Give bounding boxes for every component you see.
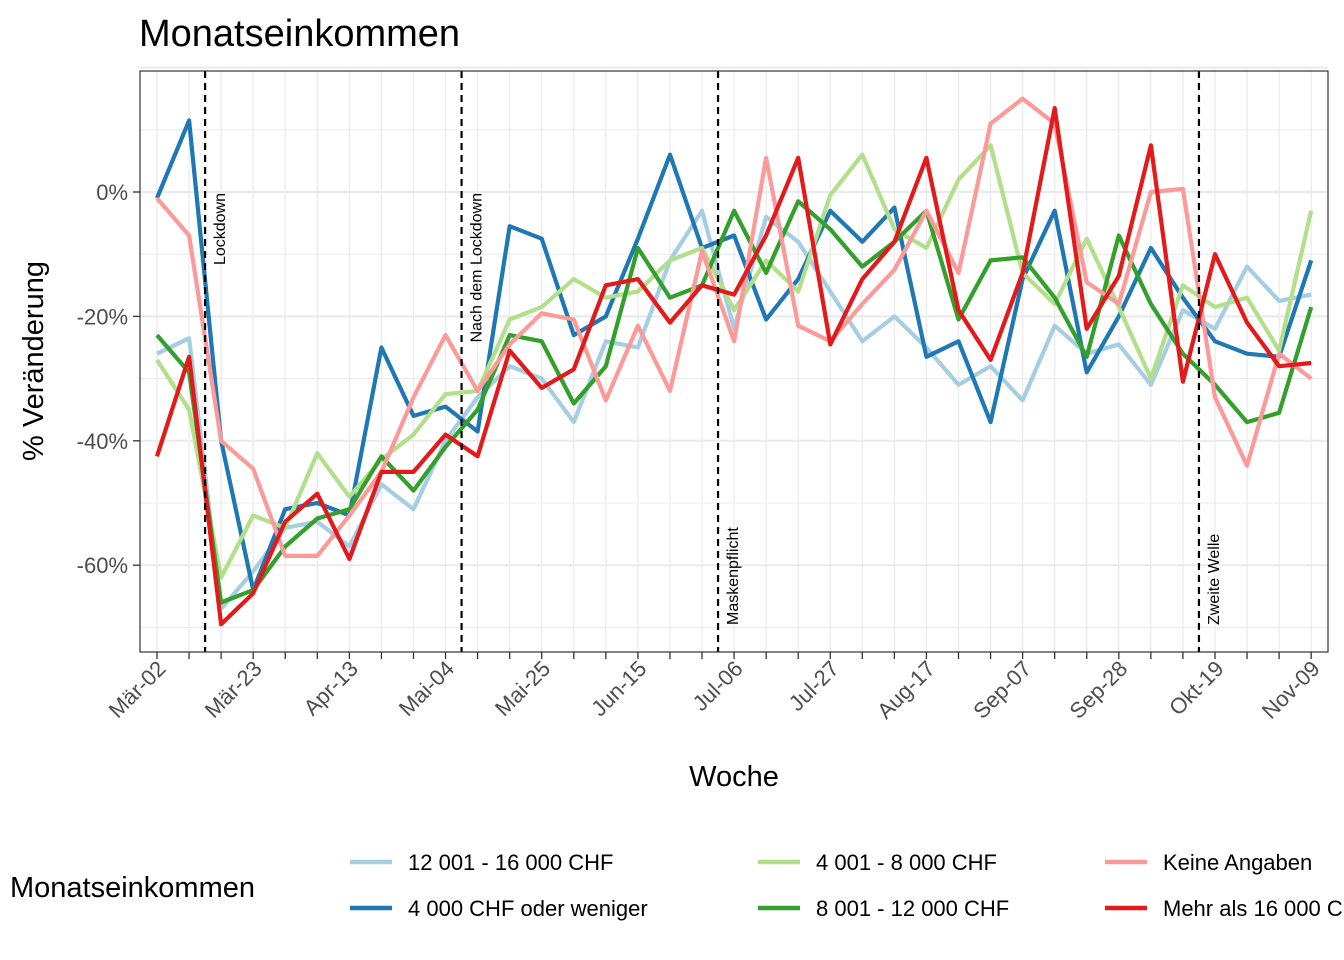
y-tick-label: -60% [77,553,128,578]
series-line-6 [155,105,1312,627]
x-tick-label: Jun-15 [586,656,651,721]
grid-major [140,66,1328,652]
series-line-5 [155,96,1313,559]
x-tick-label: Nov-09 [1257,656,1325,724]
legend-label-4: 8 001 - 12 000 CHF [816,896,1009,921]
x-tick-label: Mai-04 [394,656,459,721]
series-line-4 [155,199,1314,605]
y-axis-title: % Veränderung [18,261,50,461]
x-tick-label: Mär-02 [104,656,171,723]
y-tick-label: -20% [77,304,128,329]
x-tick-label: Aug-17 [872,656,940,724]
y-tick-label: -40% [77,429,128,454]
x-tick-label: Mai-25 [490,656,555,721]
legend: Monatseinkommen 12 001 - 16 000 CHF 4 000… [10,850,1344,921]
x-tick-label: Sep-28 [1064,656,1132,724]
legend-label-3: 4 001 - 8 000 CHF [816,850,997,875]
event-label-1: Lockdown [212,193,229,265]
event-label-4: Zweite Welle [1206,534,1223,625]
x-tick-label: Mär-23 [200,656,267,723]
legend-label-6: Mehr als 16 000 CHF [1163,896,1344,921]
legend-label-2: 4 000 CHF oder weniger [408,896,648,921]
chart-title: Monatseinkommen [139,13,460,55]
x-tick-label: Jul-06 [688,656,748,716]
legend-label-5: Keine Angaben [1163,850,1312,875]
x-tick-label: Sep-07 [968,656,1036,724]
series-line-1 [156,208,1312,611]
x-tick-label: Apr-13 [299,656,363,720]
y-tick-label: 0% [96,180,128,205]
legend-label-1: 12 001 - 16 000 CHF [408,850,613,875]
x-tick-label: Jul-27 [784,656,844,716]
series-lines [155,96,1314,627]
event-label-3: Maskenpflicht [725,527,742,625]
y-axis: 0% -20% -40% -60% [77,180,140,578]
x-axis-title: Woche [689,761,779,793]
series-line-3 [155,143,1314,580]
event-lines: Lockdown Nach dem Lockdown Maskenpflicht Zw… [203,71,1223,652]
event-label-2: Nach dem Lockdown [469,193,486,342]
x-tick-label: Okt-19 [1164,656,1228,720]
legend-title: Monatseinkommen [10,872,255,904]
x-axis: Mär-02 Mär-23 Apr-13 Mai-04 Mai-25 Jun-15 Jul-… [104,652,1325,724]
